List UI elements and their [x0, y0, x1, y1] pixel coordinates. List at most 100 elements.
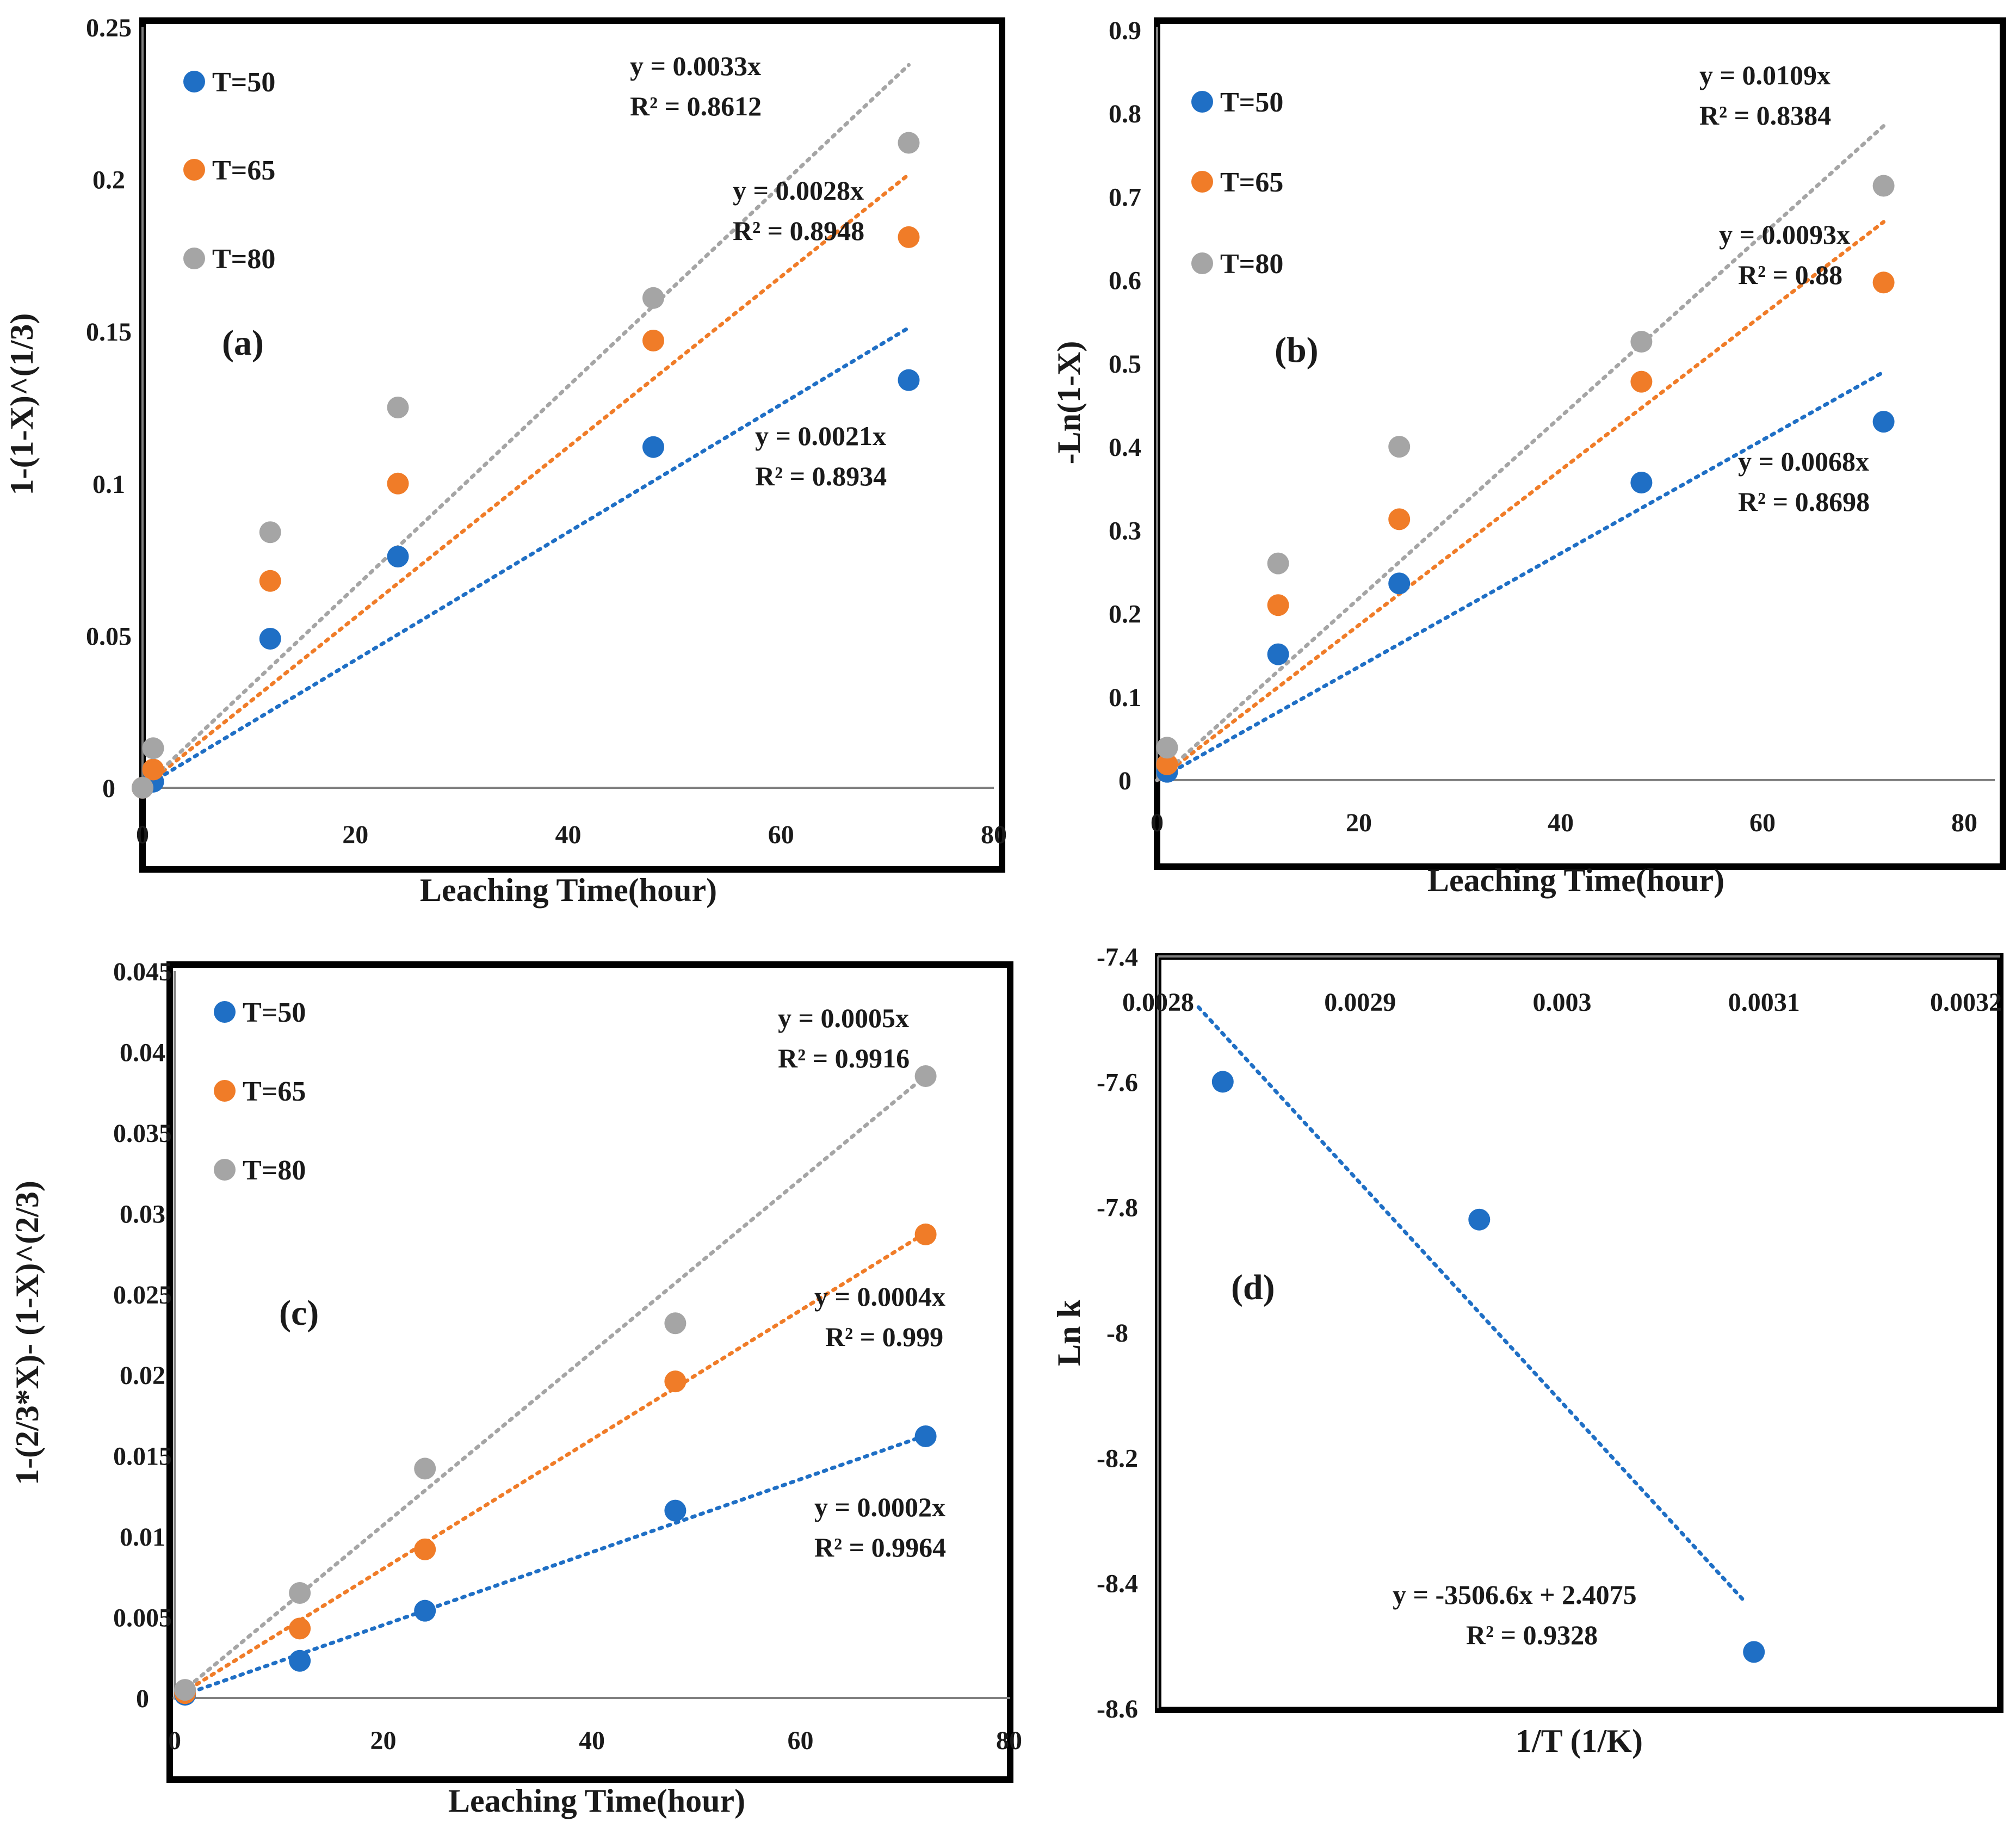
panel-b-legend-t65: T=65 [1220, 167, 1283, 198]
panel-a-point-t50 [387, 546, 409, 568]
panel-d-point-lnk [1211, 1071, 1234, 1093]
panel-b-point-t65 [1156, 753, 1178, 775]
panel-a-x-tick-label: 80 [981, 820, 1007, 849]
panel-b-chart: 0 0.1 0.2 0.3 0.4 0.5 0.6 0.7 0.8 0.9 0 20 40 60 80 T… [1051, 16, 2006, 898]
panel-c-x-tick-label: 40 [579, 1726, 605, 1755]
panel-c-trendline-t80 [172, 1073, 928, 1700]
panel-c-legend-marker-t80 [214, 1159, 236, 1181]
panel-c-y-tick-label: 0.045 [113, 958, 172, 986]
panel-a-trendline-t80 [140, 63, 911, 790]
panel-d-y-tick-label: -7.4 [1097, 943, 1138, 972]
panel-c-x-tick-label: 60 [788, 1726, 814, 1755]
panel-b-frame [1154, 17, 2006, 870]
panel-b-point-t80 [1872, 175, 1895, 197]
panel-c-y-tick-label: 0.01 [120, 1523, 165, 1552]
panel-a-y-tick-label: 0.2 [92, 166, 125, 195]
panel-a-eq-t50: y = 0.0021x [755, 421, 886, 451]
panel-c-x-tick-label: 80 [996, 1726, 1022, 1755]
panel-b-y-tick-label: 0.4 [1109, 433, 1141, 462]
panel-a-point-t50 [642, 436, 664, 458]
panel-a-point-t65 [387, 472, 409, 495]
panel-d-label: (d) [1231, 1268, 1275, 1307]
panel-c-legend-marker-t65 [214, 1080, 236, 1102]
panel-b-point-t65 [1872, 271, 1895, 294]
panel-a-legend-t65: T=65 [212, 155, 275, 186]
panel-a-legend-t80: T=80 [212, 244, 275, 275]
panel-b-point-t80 [1156, 737, 1178, 759]
panel-d-trendline-lnk [1196, 1005, 1746, 1603]
panel-c-r2-t50: R² = 0.9964 [814, 1532, 946, 1563]
panel-c-y-label: 1-(2/3*X)- (1-X)^(2/3) [9, 1181, 45, 1485]
panel-a-point-t50 [898, 369, 920, 391]
panel-c-y-tick-label: 0.04 [120, 1038, 165, 1067]
panel-c-point-t65 [914, 1223, 937, 1245]
panel-c-r2-t65: R² = 0.999 [825, 1321, 943, 1352]
panel-a-y-tick-label: 0.1 [92, 470, 125, 499]
panel-a-y-tick-label: 0.15 [86, 318, 132, 347]
panel-c-frame [166, 961, 1013, 1783]
panel-d-x-tick-label: 0.0031 [1728, 988, 1800, 1017]
panel-d-y-tick-label: -8.4 [1097, 1570, 1138, 1598]
panel-c-eq-t80: y = 0.0005x [778, 1003, 909, 1033]
panel-a-x-tick-label: 40 [555, 820, 582, 849]
panel-b-y-tick-label: 0.7 [1109, 183, 1141, 212]
panel-b-legend-t50: T=50 [1220, 87, 1283, 118]
panel-d-point-lnk [1468, 1208, 1491, 1231]
panel-c-legend-t65: T=65 [243, 1076, 306, 1107]
panel-a-y-label: 1-(1-X)^(1/3) [4, 313, 40, 496]
panel-c-y-tick-label: 0.025 [113, 1281, 172, 1310]
panel-b-legend-t80: T=80 [1220, 249, 1283, 280]
panel-c-point-t80 [914, 1065, 937, 1087]
panel-c-legend-t80: T=80 [243, 1155, 306, 1186]
panel-b-legend-marker-t80 [1191, 252, 1213, 274]
panel-b-y-tick-label: 0.9 [1109, 16, 1141, 45]
panel-b-point-t65 [1267, 594, 1289, 616]
panel-b-y-tick-label: 0.8 [1109, 100, 1141, 128]
panel-a-point-t80 [259, 521, 281, 544]
panel-c-label: (c) [279, 1293, 319, 1333]
panel-d-equation: y = -3506.6x + 2.4075 [1393, 1579, 1637, 1610]
panel-b-trendline-t50 [1155, 370, 1886, 782]
panel-d-x-label: 1/T (1/K) [1516, 1723, 1643, 1759]
panel-b-x-tick-label: 0 [1151, 808, 1164, 837]
panel-b-y-tick-label: 0.3 [1109, 516, 1141, 545]
panel-d-y-tick-label: -8 [1106, 1319, 1128, 1348]
panel-b-r2-t80: R² = 0.8384 [1699, 100, 1831, 131]
panel-a-x-tick-label: 20 [342, 820, 368, 849]
panel-b-y-label: -Ln(1-X) [1051, 341, 1087, 465]
panel-a-point-t80 [142, 737, 164, 759]
panel-a-point-t80 [642, 287, 664, 309]
panel-b-eq-t50: y = 0.0068x [1738, 446, 1869, 477]
panel-d-x-tick-label: 0.003 [1533, 988, 1592, 1017]
panel-b-eq-t80: y = 0.0109x [1699, 60, 1831, 90]
panel-b-point-t50 [1388, 572, 1411, 595]
panel-b-point-t50 [1872, 411, 1895, 433]
panel-a-eq-t80: y = 0.0033x [630, 51, 761, 81]
panel-a-x-tick-label: 0 [136, 820, 149, 849]
panel-a-legend-marker-t80 [183, 248, 205, 269]
panel-b-y-tick-label: 0.1 [1109, 683, 1141, 712]
panel-c-y-tick-label: 0.02 [120, 1361, 165, 1390]
panel-b-x-tick-label: 20 [1346, 808, 1372, 837]
panel-c-y-tick-label: 0.015 [113, 1442, 172, 1471]
panel-a-point-t65 [142, 758, 164, 781]
panel-b-y-tick-label: 0.6 [1109, 267, 1141, 295]
panel-b-point-t50 [1267, 643, 1289, 665]
panel-c-point-t80 [414, 1458, 436, 1480]
panel-a-point-t65 [642, 329, 664, 351]
panel-b-x-label: Leaching Time(hour) [1427, 862, 1724, 898]
panel-a-point-t65 [259, 570, 281, 592]
panel-a-r2-t65: R² = 0.8948 [733, 215, 864, 246]
panel-a-legend-t50: T=50 [212, 67, 275, 98]
panel-d-y-label: Ln k [1051, 1299, 1087, 1366]
panel-c-x-label: Leaching Time(hour) [448, 1783, 745, 1819]
panel-b-point-t80 [1388, 436, 1411, 458]
panel-c-chart: 0 0.005 0.01 0.015 0.02 0.025 0.03 0.035 0.04 0.0… [9, 958, 1022, 1819]
panel-b-label: (b) [1275, 330, 1319, 370]
panel-c-legend-marker-t50 [214, 1001, 236, 1023]
panel-b-x-tick-label: 60 [1749, 808, 1776, 837]
panel-a-x-tick-label: 60 [768, 820, 794, 849]
panel-b-y-tick-label: 0.2 [1109, 600, 1141, 629]
panel-b-point-t65 [1388, 508, 1411, 530]
